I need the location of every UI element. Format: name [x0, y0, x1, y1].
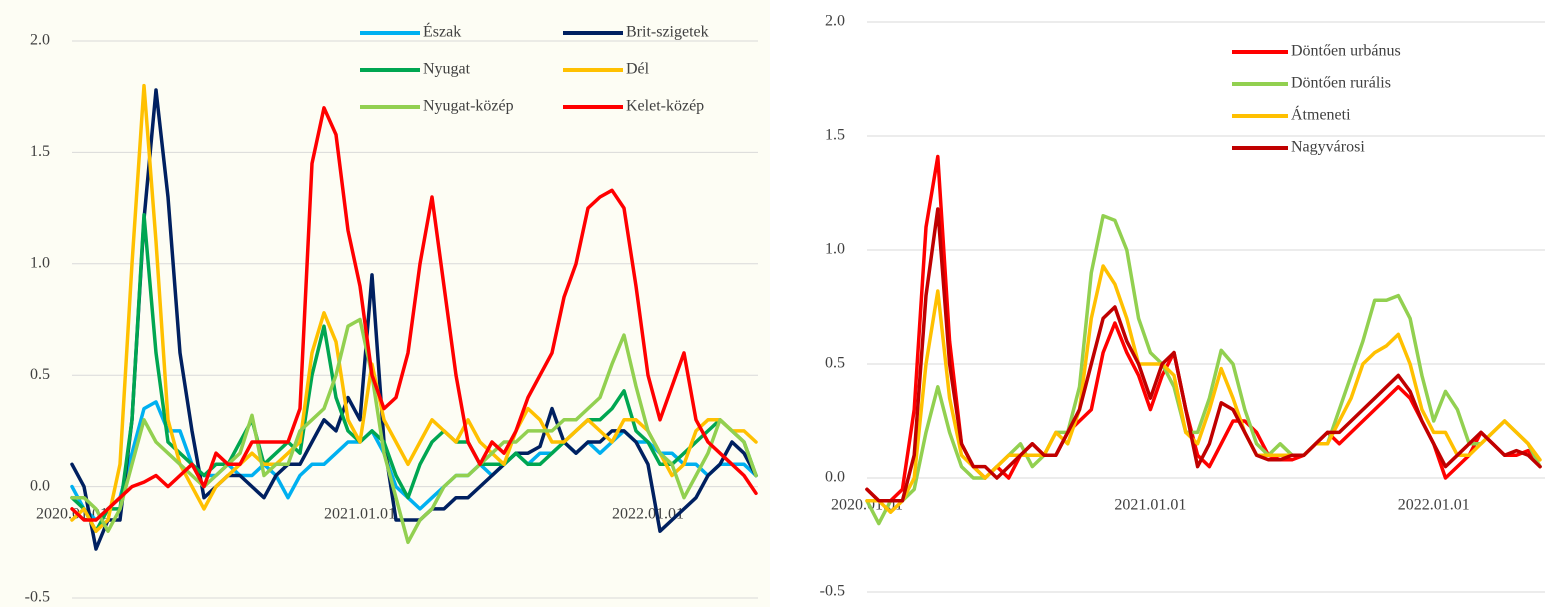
y-tick-label: 1.5	[825, 127, 845, 144]
legend-label: Észak	[423, 22, 461, 41]
y-tick-label: 0.5	[30, 366, 50, 383]
legend-label: Döntően urbánus	[1291, 43, 1401, 60]
right-panel	[770, 0, 1547, 607]
y-tick-label: 1.0	[30, 254, 50, 271]
series-line	[70, 83, 758, 533]
y-tick-label: -0.5	[25, 589, 50, 606]
series-line	[70, 88, 758, 551]
series-line	[70, 213, 758, 533]
x-tick-label: 2021.01.01	[324, 505, 396, 522]
series-line	[865, 214, 1542, 526]
y-tick-label: -0.5	[820, 583, 845, 600]
legend-label: Nyugat-közép	[423, 98, 514, 115]
x-tick-label: 2022.01.01	[612, 505, 684, 522]
legend-label: Döntően rurális	[1291, 75, 1391, 92]
y-tick-label: 1.5	[30, 143, 50, 160]
legend-label: Dél	[626, 61, 650, 78]
y-tick-label: 2.0	[825, 13, 845, 30]
y-tick-label: 0.5	[825, 355, 845, 372]
series-line	[70, 400, 758, 522]
series-line	[865, 207, 1542, 503]
legend-label: Nyugat	[423, 61, 471, 78]
y-tick-label: 0.0	[30, 477, 50, 494]
y-tick-label: 0.0	[825, 469, 845, 486]
x-tick-label: 2022.01.01	[1398, 497, 1470, 514]
legend-label: Átmeneti	[1291, 105, 1351, 124]
series-line	[865, 264, 1542, 514]
series-line	[70, 106, 758, 522]
legend-label: Kelet-közép	[626, 98, 704, 115]
y-tick-label: 2.0	[30, 32, 50, 49]
x-tick-label: 2021.01.01	[1114, 497, 1186, 514]
y-tick-label: 1.0	[825, 241, 845, 258]
legend-label: Nagyvárosi	[1291, 139, 1365, 156]
legend-label: Brit-szigetek	[626, 24, 709, 41]
